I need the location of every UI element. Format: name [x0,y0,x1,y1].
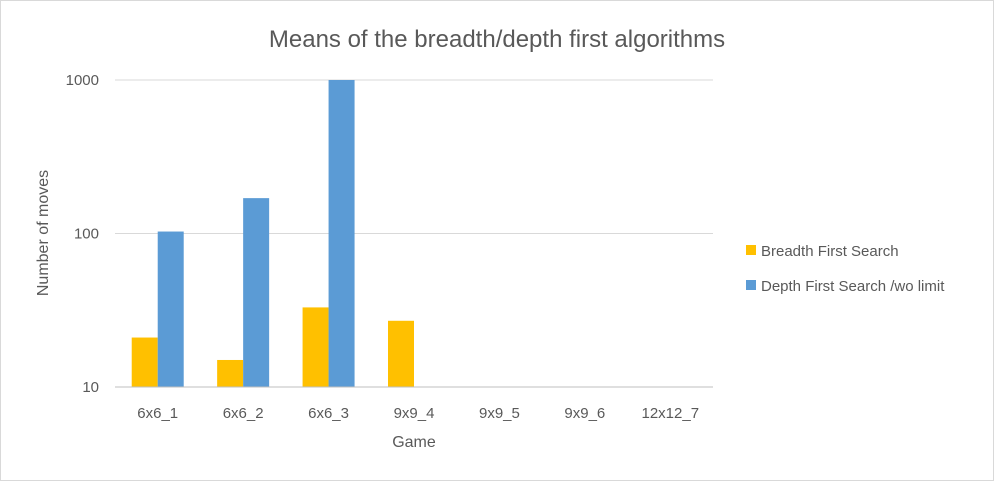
legend-swatch [746,280,756,290]
legend-label: Depth First Search /wo limit [761,278,945,295]
chart-title: Means of the breadth/depth first algorit… [269,26,725,53]
y-tick-labels: 10 100 1000 [66,72,99,396]
bar-bfs [131,337,158,387]
y-tick-label: 100 [74,226,99,243]
bar-dfs [243,198,270,387]
y-tick-label: 1000 [66,72,99,89]
legend: Breadth First Search Depth First Search /… [746,243,945,295]
y-axis-label: Number of moves [35,170,52,296]
bar-bfs [388,320,414,387]
legend-swatch [746,245,756,255]
bar-bfs [217,359,244,387]
gridlines [115,79,713,234]
x-tick-label: 9x9_4 [394,405,435,422]
bars [131,80,414,387]
y-tick-label: 10 [82,379,99,396]
bar-bfs [302,307,329,387]
bar-dfs [157,231,184,387]
x-axis-label: Game [392,434,436,451]
legend-label: Breadth First Search [761,243,899,260]
bar-dfs [328,80,355,387]
x-tick-label: 9x9_6 [564,405,605,422]
x-tick-label: 6x6_1 [137,405,178,422]
x-tick-labels: 6x6_1 6x6_2 6x6_3 9x9_4 9x9_5 9x9_6 12x12_7 [137,405,699,422]
x-tick-label: 9x9_5 [479,405,520,422]
x-tick-label: 12x12_7 [642,405,700,422]
x-tick-label: 6x6_2 [223,405,264,422]
x-tick-label: 6x6_3 [308,405,349,422]
